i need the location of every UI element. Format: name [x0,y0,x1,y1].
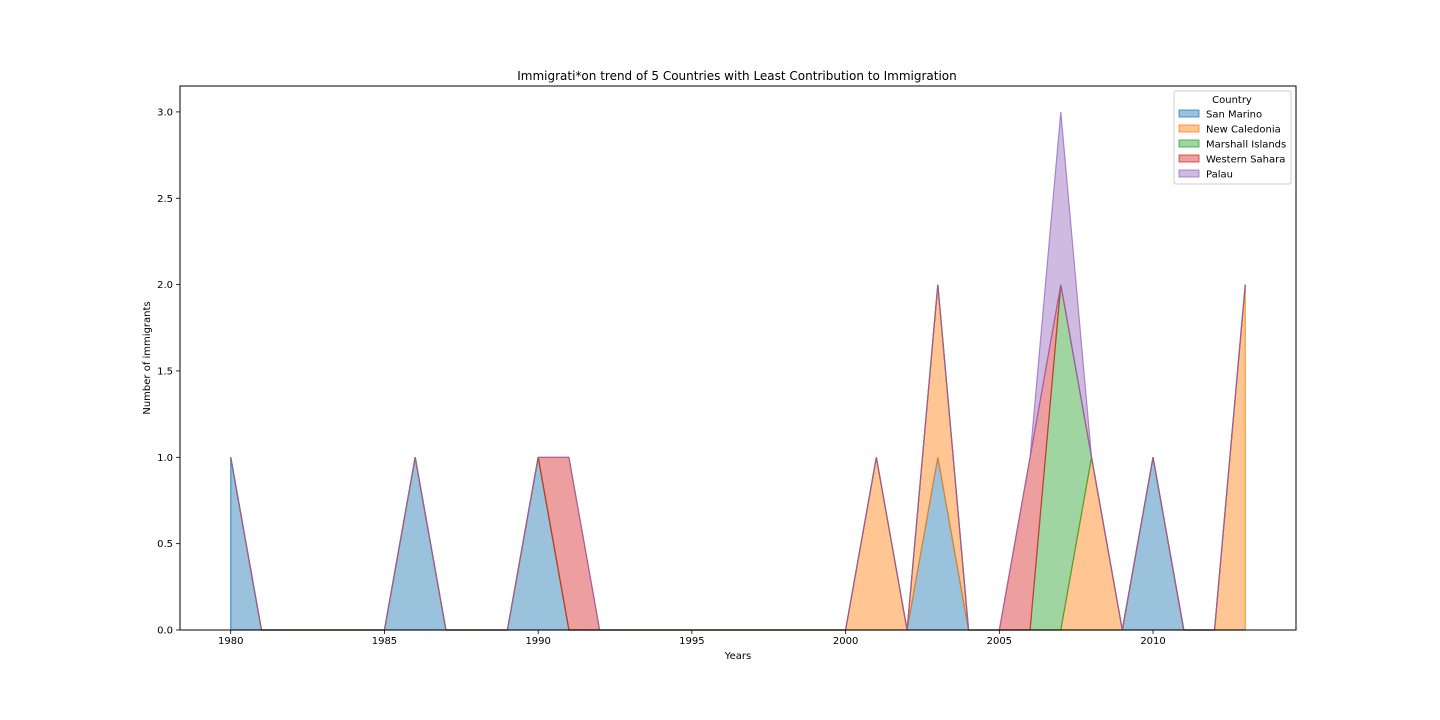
legend-swatch-san-marino [1178,109,1200,118]
x-tick-label: 1995 [679,636,704,647]
legend-swatch-western-sahara [1178,154,1200,163]
x-tick-label: 2005 [987,636,1012,647]
x-axis-ticks: 1980 1985 1990 1995 2000 2005 2010 [218,630,1166,647]
y-tick-label: 0.0 [157,626,173,637]
legend-swatch-palau [1178,169,1200,178]
legend-swatch-new-caledonia [1178,124,1200,133]
area-palau [230,111,1246,631]
y-tick-label: 1.5 [157,366,173,377]
x-tick-label: 1985 [372,636,397,647]
plot-frame [179,85,1297,631]
area-series-group [230,111,1246,631]
legend-label-san-marino: San Marino [1206,110,1262,121]
y-tick-label: 2.5 [157,194,173,205]
x-tick-label: 2010 [1140,636,1165,647]
chart-title: Immigrati*on trend of 5 Countries with L… [517,69,957,83]
y-axis-label: Number of immigrants [142,301,153,414]
legend: Country San Marino New Caledonia Marshall … [1173,90,1292,185]
y-tick-label: 3.0 [157,107,173,118]
legend-frame [1173,90,1292,185]
legend-label-palau: Palau [1206,170,1233,181]
x-tick-label: 1990 [525,636,550,647]
legend-swatch-marshall-islands [1178,139,1200,148]
legend-label-new-caledonia: New Caledonia [1206,125,1281,136]
y-tick-label: 0.5 [157,539,173,550]
y-tick-label: 2.0 [157,280,173,291]
y-tick-label: 1.0 [157,453,173,464]
legend-items: San Marino New Caledonia Marshall Islands W… [1178,109,1286,181]
x-axis-label: Years [724,651,751,662]
area-new-caledonia [230,284,1246,631]
legend-label-western-sahara: Western Sahara [1206,155,1285,166]
x-tick-label: 2000 [833,636,858,647]
legend-title: Country [1212,95,1252,106]
legend-label-marshall-islands: Marshall Islands [1206,140,1286,151]
y-axis-ticks: 0.0 0.5 1.0 1.5 2.0 2.5 3.0 [157,107,180,637]
x-tick-label: 1980 [218,636,243,647]
